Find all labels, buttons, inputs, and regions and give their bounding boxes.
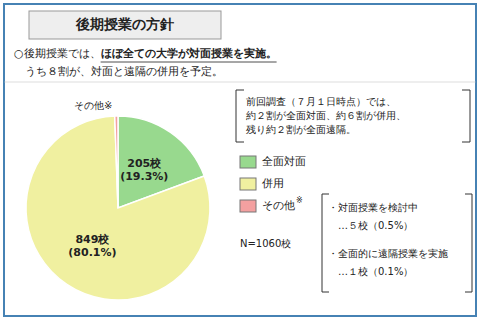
legend-label: 全面対面 (262, 155, 306, 168)
data-label: その他※ (74, 100, 112, 111)
title: 後期授業の方針 (75, 16, 174, 32)
data-label: 205校(19.3%) (120, 157, 168, 183)
bracket-line (236, 90, 244, 91)
bracket-line (465, 292, 472, 293)
chart: 後期授業の方針 ○後期授業では、ほぼ全ての大学が対面授業を実施。 うち８割が、対面… (0, 0, 480, 320)
legend-swatch (240, 178, 256, 190)
footnote: …１校（0.1%） (328, 266, 413, 277)
footnote: ・対面授業を検討中 (328, 202, 418, 213)
bracket-line (470, 90, 471, 142)
pie-slice (115, 116, 118, 208)
note: 残り約２割が全面遠隔。 (246, 124, 356, 135)
legend-swatch (240, 156, 256, 168)
data-label-line: 849校 (75, 233, 110, 246)
data-label-line: その他※ (74, 100, 112, 111)
headline-underline (101, 62, 277, 63)
bracket-line (322, 292, 329, 293)
separator (4, 82, 476, 83)
note: 前回調査（７月１日時点）では、 (246, 96, 396, 107)
bracket-line (472, 194, 473, 292)
footnote: ・全面的に遠隔授業を実施 (328, 248, 448, 259)
pie (26, 116, 210, 300)
headline: ○後期授業では、 (14, 47, 101, 60)
footnote: …５校（0.5%） (328, 220, 413, 231)
bracket-line (322, 194, 329, 195)
bracket-line (236, 142, 244, 143)
headline-bold: ほぼ全ての大学が対面授業を実施。 (101, 47, 277, 60)
data-label-line: (80.1%) (68, 246, 116, 259)
bracket-line (465, 194, 472, 195)
legend-label: その他 (262, 199, 295, 212)
bracket-line (236, 90, 237, 142)
legend-label: 併用 (262, 177, 284, 190)
legend: 全面対面併用その他 (240, 155, 306, 212)
bracket-line (462, 90, 470, 91)
legend-swatch (240, 200, 256, 212)
sample-size: N=1060校 (240, 238, 291, 249)
legend-mark: ※ (296, 196, 303, 205)
note: 約２割が全面対面、約６割が併用、 (246, 110, 406, 121)
pie-slice (26, 116, 210, 300)
data-label-line: (19.3%) (120, 170, 168, 183)
title-box (29, 11, 221, 39)
data-labels: 205校(19.3%) 849校(80.1%) その他※ (68, 100, 168, 259)
frame (4, 4, 476, 316)
data-label: 849校(80.1%) (68, 233, 116, 259)
bracket-line (322, 194, 323, 292)
bracket-line (462, 142, 470, 143)
headline: うち８割が、対面と遠隔の併用を予定。 (14, 65, 223, 78)
data-label-line: 205校 (127, 157, 162, 170)
